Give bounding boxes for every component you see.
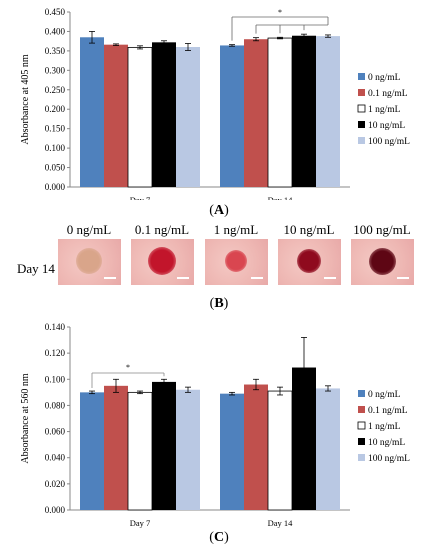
chartA-bar bbox=[267, 37, 293, 188]
chartA-bar bbox=[316, 36, 340, 187]
well-label: 10 ng/mL bbox=[283, 222, 335, 237]
chartC-legend-label: 10 ng/mL bbox=[368, 438, 405, 448]
mineral-nodule bbox=[225, 250, 247, 272]
well-label: 0 ng/mL bbox=[66, 222, 112, 237]
chartC-significance-star: * bbox=[126, 363, 130, 372]
chartC-y-tick-label: 0.140 bbox=[45, 322, 66, 332]
chartA-legend-swatch bbox=[358, 121, 365, 128]
chartA-legend-swatch bbox=[358, 73, 365, 80]
chartA-significance-star: * bbox=[278, 8, 282, 17]
chartC-bar bbox=[267, 390, 293, 511]
chartA-x-tick-label: Day 14 bbox=[268, 195, 294, 200]
chartC-y-tick-label: 0.100 bbox=[45, 374, 66, 384]
chartA-y-label: Absorbance at 405 nm bbox=[20, 54, 31, 144]
chartA-legend-label: 10 ng/mL bbox=[368, 121, 405, 131]
chartC-legend-swatch bbox=[358, 390, 365, 397]
chartC-legend-label: 0 ng/mL bbox=[368, 390, 401, 400]
stained-well-image bbox=[58, 239, 121, 285]
mineral-nodule bbox=[297, 249, 321, 273]
stained-well-image bbox=[205, 239, 268, 285]
absorbance-405-chart: 0.000 0.050 0.100 0.150 0.200 0.250 0.300 0.350… bbox=[20, 7, 410, 200]
chartA-legend-label: 1 ng/mL bbox=[368, 105, 401, 115]
chartC-bar bbox=[127, 391, 153, 511]
chartC-legend-label: 0.1 ng/mL bbox=[368, 406, 408, 416]
chartA-bar bbox=[220, 45, 244, 187]
chartC-bar bbox=[176, 389, 200, 510]
chartC-legend-swatch bbox=[358, 406, 365, 413]
chartA-x-tick-label: Day 7 bbox=[130, 195, 151, 200]
chartC-x-tick-label: Day 7 bbox=[130, 518, 151, 528]
scale-bar bbox=[251, 277, 263, 279]
chartC-bar bbox=[316, 388, 340, 510]
chartC-x-tick-label: Day 14 bbox=[268, 518, 294, 528]
chartC-y-tick-label: 0.060 bbox=[45, 427, 66, 437]
panel-label-b: (B) bbox=[209, 296, 229, 311]
chartC-bar bbox=[244, 384, 268, 510]
stained-well-image bbox=[131, 239, 194, 285]
chartA-legend-label: 100 ng/mL bbox=[368, 137, 410, 147]
chartC-bar bbox=[80, 392, 104, 510]
chartC-y-tick-label: 0.000 bbox=[45, 505, 66, 515]
well-label: 0.1 ng/mL bbox=[134, 222, 190, 237]
chartA-y-tick-label: 0.400 bbox=[45, 26, 66, 36]
stained-well-image bbox=[351, 239, 414, 285]
mineralization-images-panel: Day 14 0 ng/mL 0.1 ng/mL 1 ng/mL 10 ng/mL 10… bbox=[0, 222, 438, 292]
well-label: 100 ng/mL bbox=[353, 222, 411, 237]
chartA-legend-swatch bbox=[357, 104, 366, 113]
chartC-bar bbox=[220, 393, 244, 510]
mineral-nodule bbox=[148, 247, 176, 275]
chartC-legend-swatch bbox=[357, 421, 366, 430]
chartA-legend-label: 0 ng/mL bbox=[368, 73, 401, 83]
well-label: 1 ng/mL bbox=[213, 222, 259, 237]
mineral-nodule bbox=[76, 248, 102, 274]
mineral-nodule bbox=[368, 247, 396, 275]
chartC-bar bbox=[104, 385, 128, 510]
chartA-y-tick-label: 0.200 bbox=[45, 104, 66, 114]
chartA-y-tick-label: 0.050 bbox=[45, 163, 66, 173]
chartA-y-tick-label: 0.450 bbox=[45, 7, 66, 17]
chartA-legend-swatch bbox=[358, 89, 365, 96]
chartC-y-label: Absorbance at 560 nm bbox=[20, 373, 31, 463]
chartA-y-tick-label: 0.300 bbox=[45, 65, 66, 75]
chartC-bar bbox=[152, 381, 176, 510]
chartA-y-tick-label: 0.000 bbox=[45, 182, 66, 192]
chartA-bar bbox=[292, 35, 316, 187]
chartA-bar bbox=[176, 47, 200, 187]
chartA-bar bbox=[152, 42, 176, 188]
chartC-legend-label: 1 ng/mL bbox=[368, 422, 401, 432]
scale-bar bbox=[324, 277, 336, 279]
stained-well-image bbox=[278, 239, 341, 285]
chartA-bar bbox=[244, 39, 268, 187]
chartC-y-tick-label: 0.020 bbox=[45, 479, 66, 489]
chartC-legend-swatch bbox=[358, 454, 365, 461]
chartA-y-tick-label: 0.150 bbox=[45, 124, 66, 134]
chartA-y-tick-label: 0.350 bbox=[45, 46, 66, 56]
panel-label-c: (C) bbox=[209, 530, 229, 545]
scale-bar bbox=[104, 277, 116, 279]
row-label-day14: Day 14 bbox=[17, 261, 55, 276]
chartC-y-tick-label: 0.080 bbox=[45, 400, 66, 410]
chartC-y-tick-label: 0.120 bbox=[45, 348, 66, 358]
panel-label-a: (A) bbox=[209, 203, 229, 218]
chartA-y-tick-label: 0.100 bbox=[45, 143, 66, 153]
scale-bar bbox=[177, 277, 189, 279]
chartA-bar bbox=[80, 37, 104, 188]
scale-bar bbox=[397, 277, 409, 279]
chartC-y-tick-label: 0.040 bbox=[45, 453, 66, 463]
chartC-legend-label: 100 ng/mL bbox=[368, 454, 410, 464]
absorbance-560-chart: 0.000 0.020 0.040 0.060 0.080 0.100 0.120 0.140… bbox=[20, 322, 410, 528]
chartA-y-tick-label: 0.250 bbox=[45, 85, 66, 95]
chartA-legend-swatch bbox=[358, 137, 365, 144]
chartA-bar bbox=[127, 46, 153, 188]
chartC-legend-swatch bbox=[358, 438, 365, 445]
chartA-legend-label: 0.1 ng/mL bbox=[368, 89, 408, 99]
chartA-bar bbox=[104, 44, 128, 187]
